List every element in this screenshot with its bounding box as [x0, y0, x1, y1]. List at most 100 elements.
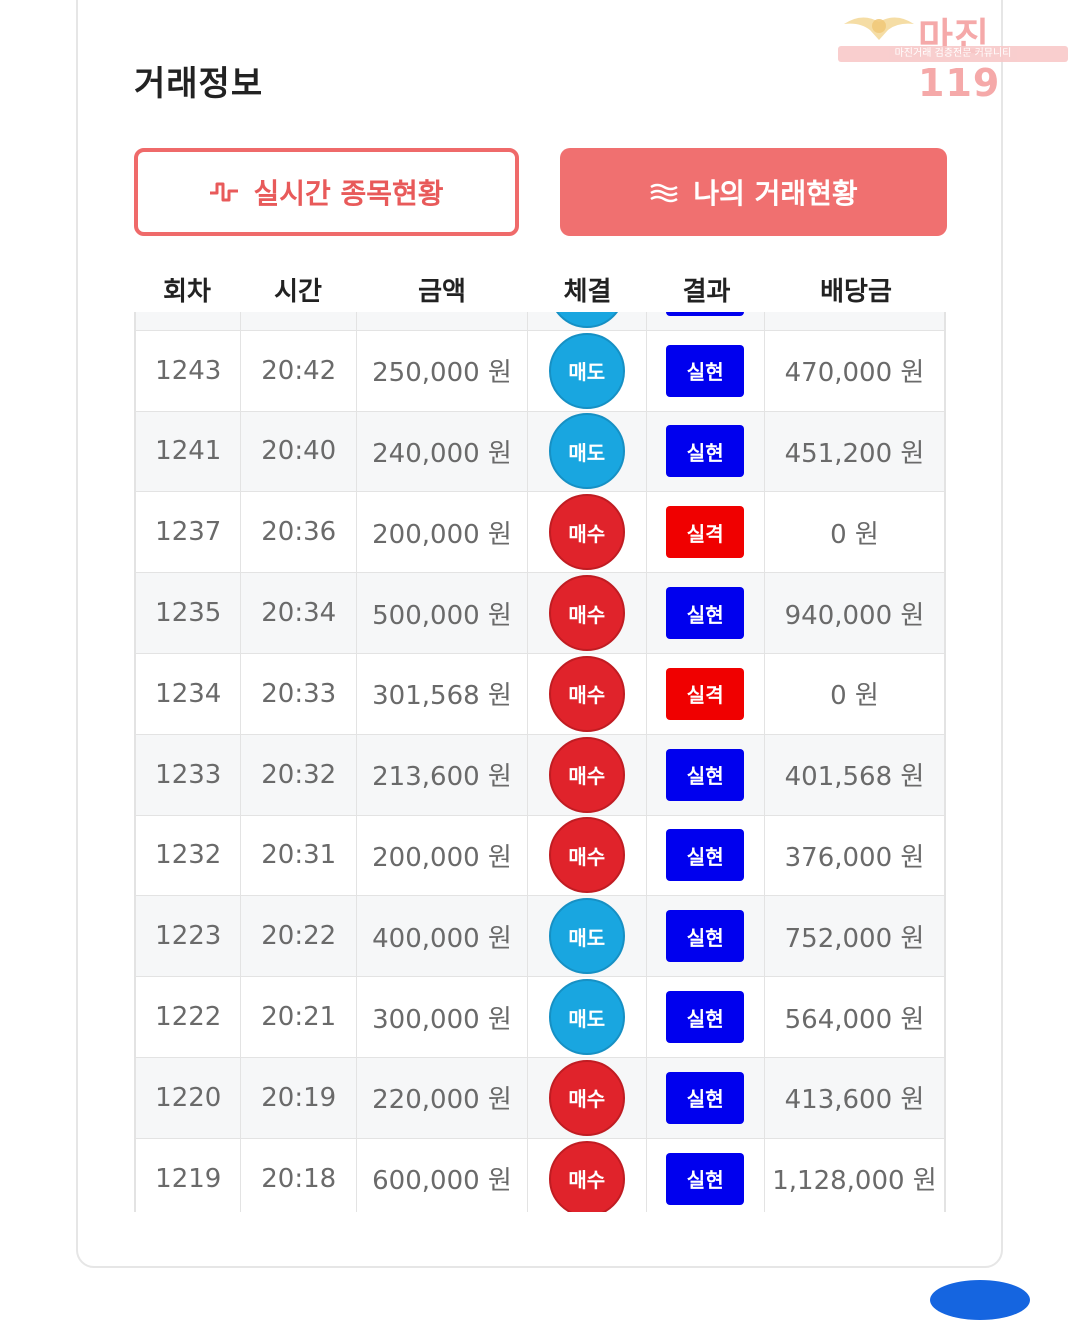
- time-cell: 20:34: [241, 573, 357, 653]
- result-badge: 실현: [666, 344, 745, 397]
- time-cell: 20:19: [241, 1057, 357, 1138]
- payout-cell: 376,000 원: [784, 842, 925, 873]
- amount-cell: 200,000 원: [357, 815, 529, 896]
- time-cell: 20:42: [241, 330, 357, 411]
- side-cell: 매수: [528, 815, 647, 896]
- time-cell: 20:31: [241, 815, 357, 896]
- time-cell: 20:40: [241, 411, 357, 492]
- site-logo: 마진119 마진거래 검증전문 커뮤니티: [838, 8, 1068, 105]
- side-cell: 매수: [528, 492, 647, 573]
- payout-cell: 413,600 원: [784, 1085, 925, 1116]
- side-badge: 매도: [548, 898, 625, 975]
- col-time: 시간: [274, 276, 322, 307]
- amount-cell: 301,568 원: [357, 653, 529, 734]
- result-cell: 실현: [647, 734, 765, 815]
- time-cell: 20:22: [241, 896, 357, 977]
- table-row: 1234 20:33 301,568 원 매수 실격 0 원: [136, 653, 944, 735]
- amount-cell: 220,000 원: [357, 1057, 529, 1138]
- amount-cell: 400,000 원: [357, 896, 529, 977]
- table-row: 매도 실현: [136, 312, 944, 331]
- eagle-emblem-icon: [842, 10, 916, 46]
- side-badge: 매수: [548, 1140, 625, 1212]
- side-badge: 매수: [548, 494, 625, 571]
- side-cell: 매도: [528, 411, 647, 492]
- side-badge: 매수: [548, 655, 625, 732]
- side-cell: 매도: [528, 977, 647, 1057]
- payout-cell: 470,000 원: [784, 358, 925, 389]
- round-cell: 1235: [136, 573, 242, 653]
- amount-cell: 213,600 원: [357, 734, 529, 815]
- table-row: 1241 20:40 240,000 원 매도 실현 451,200 원: [136, 411, 944, 493]
- result-cell: 실현: [647, 1138, 765, 1212]
- tab-my-trades[interactable]: 나의 거래현황: [560, 148, 947, 236]
- table-row: 1232 20:31 200,000 원 매수 실현 376,000 원: [136, 815, 944, 897]
- time-cell: 20:33: [241, 653, 357, 734]
- side-badge: 매수: [548, 736, 625, 813]
- side-badge: 매도: [548, 332, 625, 409]
- pulse-icon: [209, 181, 239, 203]
- round-cell: 1237: [136, 492, 242, 573]
- side-cell: 매도: [528, 312, 647, 330]
- result-cell: 실현: [647, 573, 765, 653]
- payout-cell: 401,568 원: [784, 762, 925, 793]
- logo-text: 마진119: [918, 15, 1001, 105]
- side-badge: 매수: [548, 817, 625, 894]
- table-row: 1219 20:18 600,000 원 매수 실현 1,128,000 원: [136, 1138, 944, 1212]
- payout-cell: 752,000 원: [784, 923, 925, 954]
- payout-cell: 940,000 원: [784, 600, 925, 631]
- tab-my-trades-label: 나의 거래현황: [693, 177, 858, 210]
- payout-cell: [765, 312, 944, 330]
- side-badge: 매도: [548, 312, 625, 328]
- side-cell: 매수: [528, 1057, 647, 1138]
- tab-realtime-status[interactable]: 실시간 종목현황: [134, 148, 519, 236]
- round-cell: 1234: [136, 653, 242, 734]
- amount-cell: 240,000 원: [357, 411, 529, 492]
- table-row: 1237 20:36 200,000 원 매수 실격 0 원: [136, 492, 944, 574]
- side-badge: 매도: [548, 979, 625, 1056]
- time-cell: 20:21: [241, 977, 357, 1057]
- side-cell: 매도: [528, 330, 647, 411]
- result-badge: 실현: [666, 829, 745, 882]
- result-cell: 실현: [647, 896, 765, 977]
- result-badge: 실현: [666, 748, 745, 801]
- payout-cell: 451,200 원: [784, 438, 925, 469]
- table-row: 1220 20:19 220,000 원 매수 실현 413,600 원: [136, 1057, 944, 1139]
- round-cell: 1223: [136, 896, 242, 977]
- result-cell: 실현: [647, 312, 765, 330]
- result-badge: 실현: [666, 1152, 745, 1205]
- payout-cell: 0 원: [830, 519, 879, 550]
- time-cell: 20:32: [241, 734, 357, 815]
- result-badge: 실현: [666, 587, 745, 640]
- result-badge: 실현: [666, 425, 745, 478]
- table-row: 1235 20:34 500,000 원 매수 실현 940,000 원: [136, 573, 944, 654]
- floating-action-button[interactable]: [930, 1280, 1030, 1320]
- round-cell: 1243: [136, 330, 242, 411]
- round-cell: 1232: [136, 815, 242, 896]
- col-amount: 금액: [418, 276, 466, 307]
- round-cell: 1233: [136, 734, 242, 815]
- result-badge: 실격: [666, 667, 745, 720]
- result-cell: 실현: [647, 1057, 765, 1138]
- result-cell: 실현: [647, 330, 765, 411]
- round-cell: 1219: [136, 1138, 242, 1212]
- amount-cell: 300,000 원: [357, 977, 529, 1057]
- col-result: 결과: [682, 276, 731, 307]
- tab-realtime-label: 실시간 종목현황: [253, 177, 444, 210]
- amount-cell: 200,000 원: [357, 492, 529, 573]
- result-badge: 실격: [666, 506, 745, 559]
- side-badge: 매수: [548, 575, 625, 652]
- result-cell: 실격: [647, 492, 765, 573]
- round-cell: 1220: [136, 1057, 242, 1138]
- round-cell: 1241: [136, 411, 242, 492]
- side-cell: 매수: [528, 573, 647, 653]
- col-round: 회차: [163, 276, 211, 307]
- table-row: 1233 20:32 213,600 원 매수 실현 401,568 원: [136, 734, 944, 816]
- round-cell: 1222: [136, 977, 242, 1057]
- amount-cell: 250,000 원: [357, 330, 529, 411]
- result-badge: 실현: [666, 991, 745, 1044]
- logo-tagline: 마진거래 검증전문 커뮤니티: [838, 46, 1068, 62]
- col-payout: 배당금: [820, 276, 892, 307]
- side-cell: 매수: [528, 734, 647, 815]
